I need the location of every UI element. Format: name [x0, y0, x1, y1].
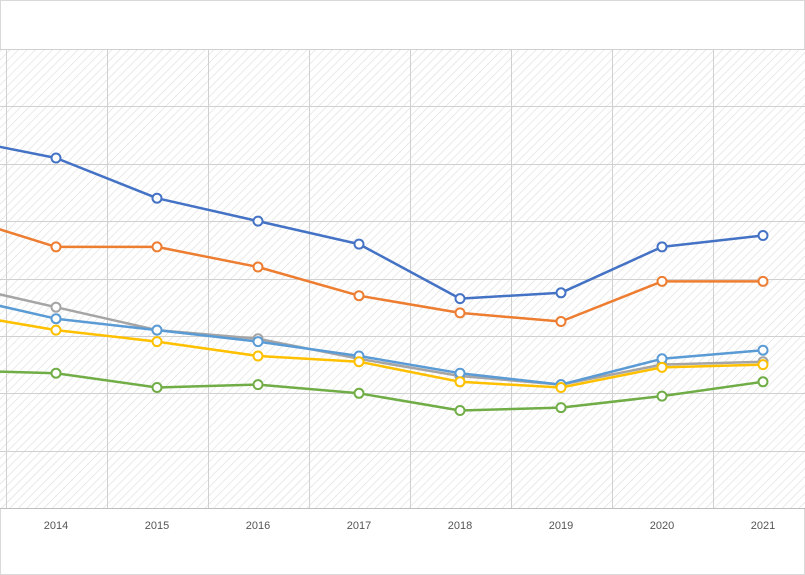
x-tick-label: 2014	[44, 520, 68, 532]
data-point-marker	[50, 324, 62, 336]
x-tick-label: 2017	[347, 520, 371, 532]
data-point-marker	[555, 316, 567, 327]
data-point-marker	[50, 301, 62, 313]
data-point-marker	[555, 287, 567, 299]
x-tick-label: 2019	[549, 520, 573, 532]
data-point-marker	[353, 290, 365, 302]
data-point-marker	[50, 241, 62, 253]
data-point-marker	[50, 367, 62, 379]
data-point-marker	[151, 192, 163, 204]
data-point-marker	[151, 382, 163, 393]
data-point-marker	[757, 344, 769, 356]
x-tick-label: 2020	[650, 520, 674, 532]
data-point-marker	[454, 376, 466, 388]
series-6	[0, 367, 769, 416]
data-point-marker	[555, 402, 567, 414]
series-1	[0, 145, 769, 305]
data-point-marker	[353, 238, 365, 250]
x-axis-tick-labels: 2014 2015 2016 2017 2018 2019 2020 2021	[44, 520, 775, 532]
data-point-marker	[656, 275, 668, 287]
data-point-marker	[454, 307, 466, 319]
x-tick-label: 2021	[751, 520, 775, 532]
data-point-marker	[555, 382, 567, 393]
data-point-marker	[252, 215, 264, 227]
data-point-marker	[151, 336, 163, 348]
data-point-marker	[252, 350, 264, 362]
data-point-marker	[353, 356, 365, 368]
data-point-marker	[757, 230, 769, 241]
series-2	[0, 228, 769, 327]
data-point-marker	[757, 359, 769, 371]
data-point-marker	[656, 390, 668, 402]
series-4	[0, 304, 769, 391]
data-point-marker	[454, 293, 466, 305]
data-point-marker	[50, 152, 62, 164]
series-5	[0, 319, 769, 393]
data-point-marker	[656, 361, 668, 373]
data-point-marker	[151, 241, 163, 253]
data-point-marker	[252, 379, 264, 391]
data-point-marker	[757, 275, 769, 287]
data-point-marker	[252, 336, 264, 348]
data-point-marker	[50, 313, 62, 325]
data-point-marker	[353, 387, 365, 399]
data-point-marker	[656, 241, 668, 253]
x-tick-label: 2015	[145, 520, 169, 532]
series-layer	[0, 145, 769, 416]
x-tick-label: 2016	[246, 520, 270, 532]
data-point-marker	[454, 405, 466, 416]
data-point-marker	[757, 376, 769, 388]
data-point-marker	[252, 261, 264, 273]
gridlines	[0, 49, 805, 508]
x-tick-label: 2018	[448, 520, 472, 532]
data-point-marker	[151, 324, 163, 336]
